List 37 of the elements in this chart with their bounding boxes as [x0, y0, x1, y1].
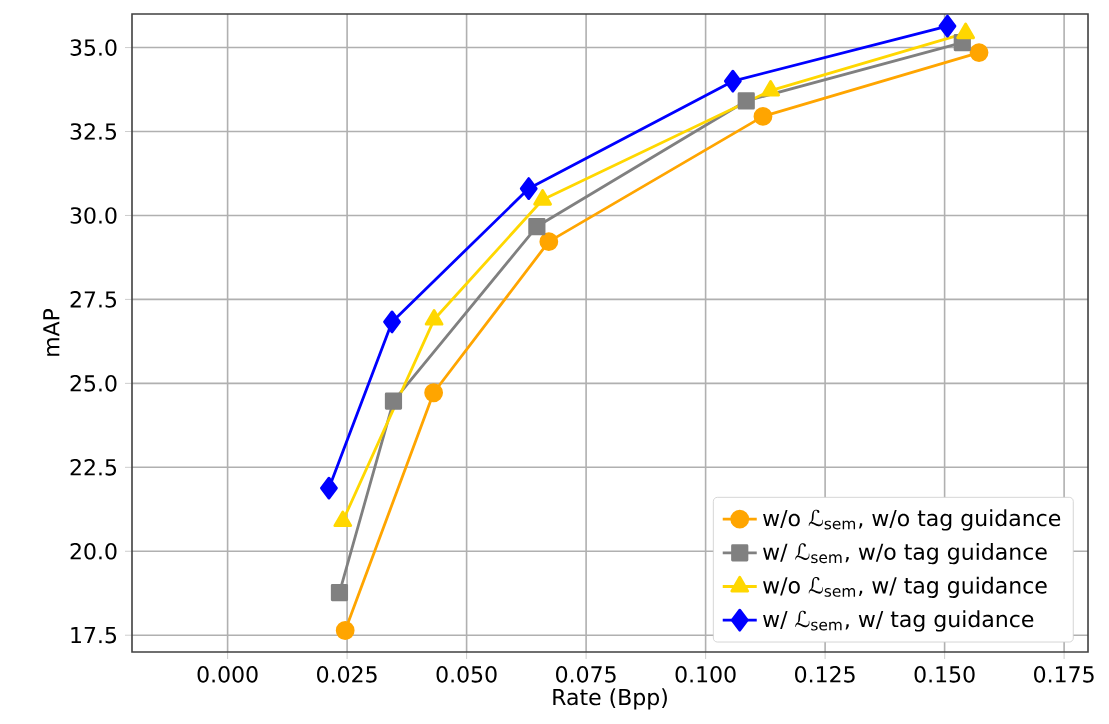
point — [539, 232, 559, 252]
y-axis-title: mAP — [43, 308, 60, 356]
point — [938, 14, 957, 38]
y-tick-label: 22.5 — [70, 458, 117, 476]
x-tick-label: 0.025 — [317, 666, 377, 683]
legend-label: w/ ℒ$_{sem}$, w/o tag guidance — [763, 542, 1047, 565]
point — [333, 510, 353, 528]
legend-label: w/ ℒ$_{sem}$, w/ tag guidance — [763, 610, 1034, 632]
point — [969, 43, 989, 63]
point — [320, 476, 338, 500]
y-tick-label: 17.5 — [71, 627, 117, 644]
point — [424, 383, 444, 403]
y-tick-label: 35.0 — [70, 39, 117, 56]
x-tick-label: 0.075 — [556, 666, 616, 683]
y-tick-label: 27.5 — [70, 291, 117, 308]
point — [383, 310, 401, 334]
y-tick-label: 32.5 — [70, 123, 117, 140]
point — [753, 107, 773, 126]
x-tick-label: 0.125 — [795, 666, 855, 683]
y-tick-label: 20.0 — [70, 542, 117, 560]
x-tick-label: 0.050 — [436, 666, 497, 683]
x-axis-title: Rate (Bpp) — [553, 688, 667, 710]
point — [737, 92, 755, 110]
x-tick-label: 0.150 — [914, 666, 975, 683]
x-tick-label: 0.175 — [1034, 666, 1094, 683]
y-tick-label: 25.0 — [70, 375, 117, 392]
y-tick-label: 30.0 — [70, 207, 117, 224]
legend-label: w/o ℒ$_{sem}$, w/ tag guidance — [763, 576, 1047, 598]
point — [528, 217, 546, 236]
x-tick-label: 0.000 — [197, 666, 258, 683]
point — [723, 69, 742, 93]
point — [384, 392, 403, 410]
x-tick-label: 0.100 — [675, 666, 736, 683]
legend-label: w/o ℒ$_{sem}$, w/o tag guidance — [763, 509, 1061, 531]
point — [330, 583, 349, 602]
point — [519, 177, 538, 200]
point — [335, 621, 355, 640]
